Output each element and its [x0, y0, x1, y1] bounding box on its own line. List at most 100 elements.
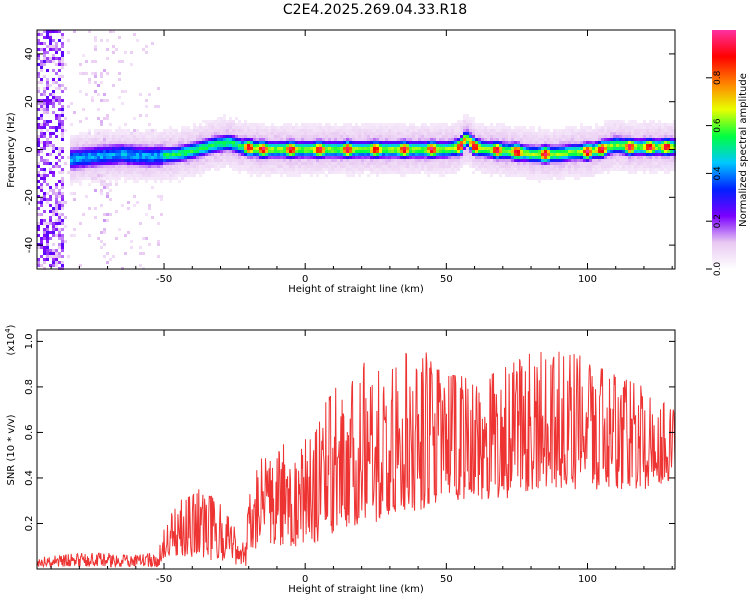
heatmap-cell: [430, 135, 433, 138]
heatmap-cell: [139, 135, 142, 138]
heatmap-cell: [580, 135, 583, 138]
heatmap-cell: [160, 156, 163, 159]
heatmap-cell: [583, 156, 586, 159]
snr-y-tick-label: 0.8: [24, 379, 35, 395]
heatmap-cell: [310, 150, 313, 153]
heatmap-cell: [118, 36, 121, 39]
heatmap-cell: [646, 129, 649, 132]
heatmap-cell: [61, 207, 64, 210]
heatmap-cell: [595, 126, 598, 129]
heatmap-cell: [58, 165, 61, 168]
heatmap-cell: [283, 156, 286, 159]
heatmap-cell: [649, 144, 652, 147]
heatmap-cell: [298, 174, 301, 177]
heatmap-cell: [139, 168, 142, 171]
heatmap-cell: [229, 135, 232, 138]
heatmap-cell: [520, 159, 523, 162]
heatmap-cell: [88, 141, 91, 144]
heatmap-cell: [97, 84, 100, 87]
heatmap-cell: [241, 153, 244, 156]
heatmap-cell: [157, 105, 160, 108]
heatmap-cell: [304, 156, 307, 159]
heatmap-cell: [91, 96, 94, 99]
heatmap-cell: [178, 150, 181, 153]
heatmap-cell: [160, 198, 163, 201]
heatmap-cell: [46, 111, 49, 114]
heatmap-cell: [46, 225, 49, 228]
heatmap-cell: [586, 174, 589, 177]
heatmap-cell: [607, 156, 610, 159]
heatmap-cell: [55, 117, 58, 120]
heatmap-cell: [307, 165, 310, 168]
heatmap-cell: [148, 171, 151, 174]
heatmap-cell: [331, 144, 334, 147]
heatmap-cell: [619, 168, 622, 171]
heatmap-cell: [40, 129, 43, 132]
heatmap-cell: [664, 162, 667, 165]
heatmap-cell: [73, 147, 76, 150]
heatmap-cell: [226, 120, 229, 123]
heatmap-cell: [349, 129, 352, 132]
heatmap-cell: [334, 123, 337, 126]
heatmap-cell: [91, 180, 94, 183]
heatmap-cell: [322, 147, 325, 150]
heatmap-cell: [442, 147, 445, 150]
heatmap-cell: [634, 123, 637, 126]
heatmap-cell: [175, 141, 178, 144]
heatmap-cell: [376, 171, 379, 174]
heatmap-cell: [583, 174, 586, 177]
heatmap-cell: [637, 147, 640, 150]
heatmap-cell: [139, 252, 142, 255]
heatmap-cell: [109, 258, 112, 261]
heatmap-cell: [55, 234, 58, 237]
heatmap-cell: [43, 210, 46, 213]
heatmap-cell: [661, 156, 664, 159]
heatmap-cell: [100, 156, 103, 159]
heatmap-cell: [355, 162, 358, 165]
heatmap-cell: [37, 135, 40, 138]
heatmap-cell: [316, 171, 319, 174]
heatmap-cell: [355, 150, 358, 153]
heatmap-cell: [595, 150, 598, 153]
heatmap-cell: [622, 153, 625, 156]
heatmap-cell: [643, 171, 646, 174]
heatmap-cell: [514, 126, 517, 129]
heatmap-cell: [622, 141, 625, 144]
heatmap-cell: [481, 144, 484, 147]
heatmap-cell: [232, 153, 235, 156]
heatmap-cell: [166, 168, 169, 171]
heatmap-cell: [619, 147, 622, 150]
heatmap-cell: [316, 156, 319, 159]
heatmap-cell: [625, 141, 628, 144]
heatmap-cell: [346, 171, 349, 174]
heatmap-cell: [604, 120, 607, 123]
heatmap-cell: [52, 60, 55, 63]
heatmap-cell: [229, 159, 232, 162]
heatmap-cell: [607, 165, 610, 168]
heatmap-cell: [382, 171, 385, 174]
heatmap-cell: [517, 159, 520, 162]
heatmap-cell: [382, 129, 385, 132]
heatmap-cell: [352, 132, 355, 135]
heatmap-cell: [646, 159, 649, 162]
heatmap-cell: [190, 168, 193, 171]
heatmap-cell: [235, 162, 238, 165]
heatmap-cell: [37, 234, 40, 237]
heatmap-cell: [607, 171, 610, 174]
heatmap-cell: [463, 144, 466, 147]
heatmap-cell: [40, 48, 43, 51]
heatmap-cell: [526, 135, 529, 138]
heatmap-cell: [55, 210, 58, 213]
heatmap-cell: [313, 162, 316, 165]
heatmap-cell: [94, 171, 97, 174]
heatmap-cell: [307, 123, 310, 126]
heatmap-cell: [208, 162, 211, 165]
heatmap-cell: [178, 147, 181, 150]
heatmap-cell: [286, 141, 289, 144]
heatmap-cell: [628, 147, 631, 150]
heatmap-cell: [253, 129, 256, 132]
heatmap-cell: [43, 141, 46, 144]
heatmap-cell: [550, 165, 553, 168]
heatmap-cell: [274, 171, 277, 174]
heatmap-cell: [535, 147, 538, 150]
